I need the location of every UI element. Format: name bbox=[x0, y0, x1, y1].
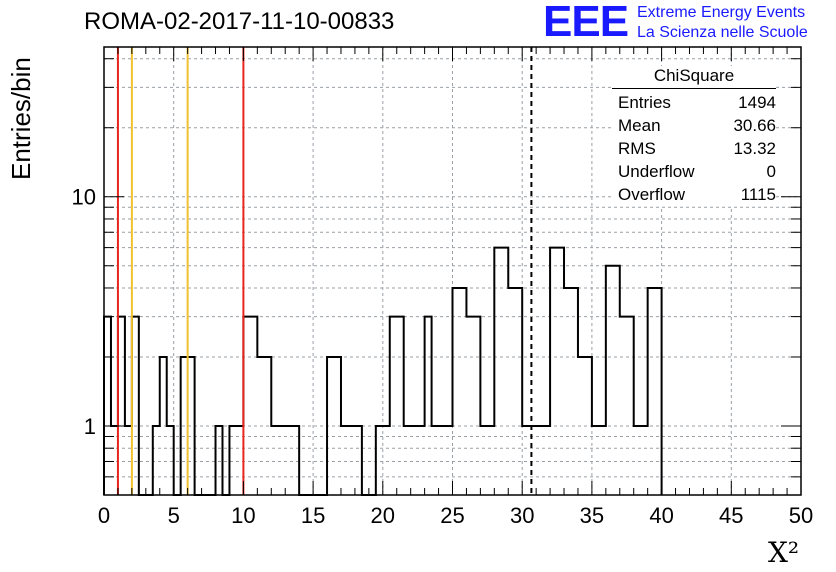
stats-value: 1115 bbox=[740, 185, 776, 204]
x-tick-label: 50 bbox=[789, 503, 813, 528]
x-tick-label: 10 bbox=[231, 503, 255, 528]
stats-value: 0 bbox=[766, 162, 776, 181]
x-tick-label: 5 bbox=[168, 503, 180, 528]
y-axis-label: Entries/bin bbox=[6, 57, 36, 180]
stats-box: ChiSquare Entries 1494 Mean 30.66 RMS 13.32… bbox=[612, 66, 776, 206]
stats-row-underflow: Underflow 0 bbox=[612, 160, 776, 183]
stats-label: Underflow bbox=[618, 162, 695, 181]
stats-row-rms: RMS 13.32 bbox=[612, 137, 776, 160]
logo-line-2: La Scienza nelle Scuole bbox=[637, 24, 808, 41]
x-tick-label: 30 bbox=[510, 503, 534, 528]
logo-line-1: Extreme Energy Events bbox=[637, 4, 806, 21]
stats-label: Entries bbox=[618, 93, 671, 112]
x-tick-label: 20 bbox=[371, 503, 395, 528]
chart-title: ROMA-02-2017-11-10-00833 bbox=[84, 8, 395, 35]
stats-label: Mean bbox=[618, 116, 661, 135]
stats-row-entries: Entries 1494 bbox=[612, 91, 776, 114]
x-tick-label: 35 bbox=[580, 503, 604, 528]
stats-label: RMS bbox=[618, 139, 656, 158]
x-tick-label: 25 bbox=[440, 503, 464, 528]
stats-label: Overflow bbox=[618, 185, 686, 204]
stats-value: 1494 bbox=[738, 93, 776, 112]
x-tick-label: 40 bbox=[649, 503, 673, 528]
stats-value: 30.66 bbox=[733, 116, 776, 135]
x-tick-label: 45 bbox=[719, 503, 743, 528]
stats-row-mean: Mean 30.66 bbox=[612, 114, 776, 137]
y-tick-label: 1 bbox=[84, 414, 96, 439]
stats-value: 13.32 bbox=[733, 139, 776, 158]
stats-box-title: ChiSquare bbox=[612, 66, 776, 89]
eee-logo: EEE bbox=[543, 0, 629, 46]
x-tick-label: 0 bbox=[98, 503, 110, 528]
stats-row-overflow: Overflow 1115 bbox=[612, 183, 776, 206]
x-tick-label: 15 bbox=[301, 503, 325, 528]
y-tick-label: 10 bbox=[72, 185, 96, 210]
x-axis-label: X² bbox=[768, 536, 800, 569]
